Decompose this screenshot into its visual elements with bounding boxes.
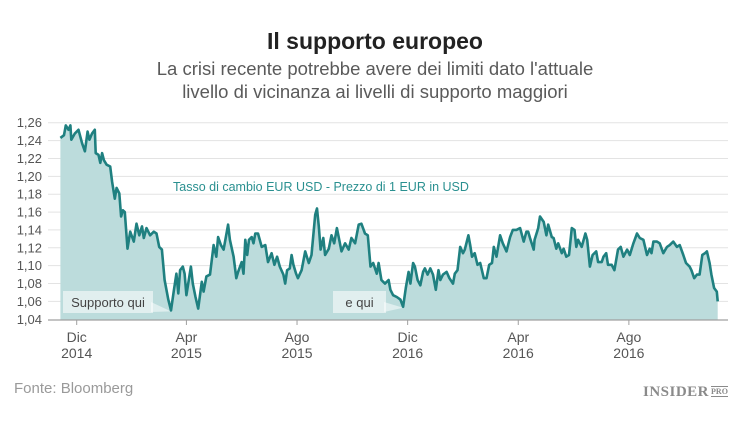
y-tick-label: 1,18 bbox=[17, 187, 42, 202]
y-tick-label: 1,04 bbox=[17, 312, 42, 327]
x-tick-year: 2015 bbox=[171, 345, 202, 361]
source-label: Fonte: Bloomberg bbox=[14, 380, 134, 397]
annotations: Supporto qui e qui bbox=[63, 291, 404, 313]
y-tick-label: 1,08 bbox=[17, 276, 42, 291]
series-label: Tasso di cambio EUR USD - Prezzo di 1 EU… bbox=[173, 180, 469, 194]
x-tick-month: Dic bbox=[398, 329, 418, 345]
y-tick-label: 1,06 bbox=[17, 294, 42, 309]
insider-pro-logo: INSIDER PRO bbox=[643, 384, 728, 400]
x-tick-year: 2015 bbox=[281, 345, 312, 361]
chart-title: Il supporto europeo bbox=[267, 28, 483, 54]
y-tick-label: 1,24 bbox=[17, 133, 42, 148]
annotation-box bbox=[333, 291, 386, 313]
y-tick-label: 1,14 bbox=[17, 222, 42, 237]
x-tick-year: 2016 bbox=[503, 345, 534, 361]
y-tick-label: 1,22 bbox=[17, 151, 42, 166]
series-area bbox=[60, 125, 718, 321]
x-tick-month: Apr bbox=[507, 329, 529, 345]
x-tick-year: 2016 bbox=[613, 345, 644, 361]
y-tick-label: 1,10 bbox=[17, 258, 42, 273]
gridlines bbox=[48, 122, 728, 302]
annotation-label: Supporto qui bbox=[71, 295, 145, 310]
y-tick-label: 1,26 bbox=[17, 115, 42, 130]
annotation-pointer bbox=[384, 302, 404, 312]
annotation-label: e qui bbox=[345, 295, 373, 310]
x-tick-year: 2014 bbox=[61, 345, 92, 361]
chart-subtitle-line-1: La crisi recente potrebbe avere dei limi… bbox=[156, 58, 594, 79]
annotation-pointer bbox=[151, 302, 171, 312]
y-tick-label: 1,12 bbox=[17, 240, 42, 255]
x-tick-year: 2016 bbox=[392, 345, 423, 361]
y-tick-label: 1,16 bbox=[17, 205, 42, 220]
y-axis-labels: 1,04 1,06 1,08 1,10 1,12 1,14 1,16 1,18 1,20 1,22… bbox=[17, 115, 42, 327]
x-tick-month: Ago bbox=[285, 329, 310, 345]
chart-subtitle-line-2: livello di vicinanza ai livelli di suppo… bbox=[182, 81, 568, 102]
x-axis-ticks: Dic2014Apr2015Ago2015Dic2016Apr2016Ago20… bbox=[61, 320, 645, 361]
x-tick-month: Ago bbox=[616, 329, 641, 345]
y-tick-label: 1,20 bbox=[17, 169, 42, 184]
series-line bbox=[59, 124, 719, 312]
x-tick-month: Dic bbox=[67, 329, 87, 345]
x-tick-month: Apr bbox=[176, 329, 198, 345]
annotation-box bbox=[63, 291, 153, 313]
